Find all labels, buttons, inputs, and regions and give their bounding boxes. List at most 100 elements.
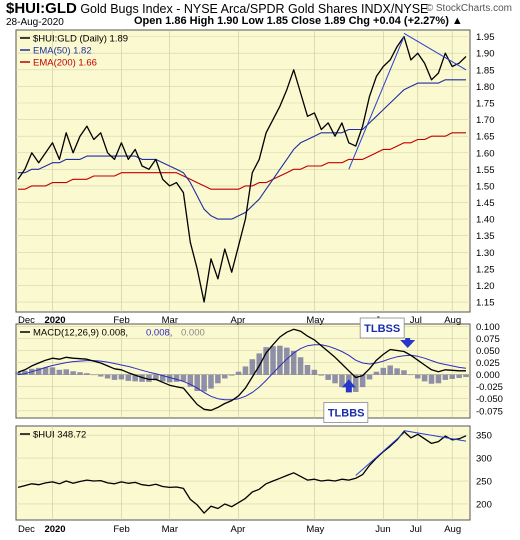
y-tick-label: 1.80 bbox=[476, 82, 495, 93]
histogram-bar bbox=[249, 359, 256, 375]
y-tick-label: 1.50 bbox=[476, 181, 495, 192]
y-tick-label: 1.70 bbox=[476, 115, 495, 126]
tlbss-arrow bbox=[400, 338, 416, 348]
histogram-bar bbox=[277, 345, 283, 375]
histogram-bar bbox=[380, 367, 387, 375]
x-tick-label: Jul bbox=[410, 315, 422, 326]
histogram-bar bbox=[456, 374, 462, 378]
histogram-bar bbox=[284, 347, 290, 375]
x-tick-label: Jul bbox=[410, 524, 422, 535]
x-tick-label: May bbox=[306, 315, 324, 326]
histogram-bar bbox=[290, 350, 297, 375]
histogram-bar bbox=[235, 371, 242, 375]
y-tick-label: 250 bbox=[476, 477, 492, 488]
histogram-bar bbox=[387, 365, 393, 375]
histogram-bar bbox=[153, 374, 159, 381]
histogram-bar bbox=[125, 374, 132, 381]
x-tick-label: Feb bbox=[113, 315, 129, 326]
histogram-bar bbox=[97, 374, 104, 377]
histogram-bar bbox=[463, 374, 469, 378]
support-trendline bbox=[348, 36, 405, 170]
price-line bbox=[17, 35, 467, 303]
histogram-bar bbox=[352, 374, 359, 392]
y-tick-label: 200 bbox=[476, 499, 492, 510]
histogram-bar bbox=[297, 357, 304, 375]
y-tick-label: 300 bbox=[476, 454, 492, 465]
x-tick-label: Aug bbox=[444, 524, 461, 535]
y-tick-label: 1.40 bbox=[476, 215, 495, 226]
chart-symbol: $HUI:GLD bbox=[6, 0, 77, 17]
tlbss-label: TLBSS bbox=[364, 323, 400, 335]
y-tick-label: 0.075 bbox=[476, 334, 500, 345]
histogram-bar bbox=[77, 372, 83, 375]
histogram-bar bbox=[173, 374, 180, 382]
histogram-bar bbox=[339, 374, 345, 388]
histogram-bar bbox=[401, 370, 407, 375]
x-tick-label: Mar bbox=[162, 524, 178, 535]
y-tick-label: 0.025 bbox=[476, 358, 500, 369]
x-tick-label: Jun bbox=[375, 524, 390, 535]
histogram-bar bbox=[263, 347, 269, 375]
histogram-bar bbox=[325, 374, 331, 380]
x-tick-label: Dec bbox=[18, 315, 35, 326]
tlbbs-box bbox=[323, 402, 369, 423]
macd-legend-label: MACD(12,26,9) 0.008, bbox=[33, 328, 128, 339]
histogram-bar bbox=[118, 374, 125, 380]
histogram-bar bbox=[42, 367, 49, 375]
y-tick-label: 1.95 bbox=[476, 32, 495, 43]
price-panel bbox=[15, 29, 471, 313]
x-tick-label: Apr bbox=[231, 524, 246, 535]
y-tick-label: 350 bbox=[476, 431, 492, 442]
hui-support-trendline bbox=[355, 432, 405, 476]
y-tick-label: 0.000 bbox=[476, 370, 500, 381]
histogram-bar bbox=[428, 374, 435, 384]
histogram-bar bbox=[63, 369, 70, 375]
histogram-bar bbox=[139, 374, 145, 382]
y-tick-label: -0.075 bbox=[476, 406, 503, 417]
y-tick-label: 1.85 bbox=[476, 65, 495, 76]
y-tick-label: 0.100 bbox=[476, 322, 500, 333]
y-tick-label: 1.45 bbox=[476, 198, 495, 209]
histogram-bar bbox=[111, 374, 118, 380]
y-tick-label: 0.050 bbox=[476, 346, 500, 357]
y-tick-label: 1.15 bbox=[476, 298, 495, 309]
histogram-bar bbox=[49, 367, 56, 375]
histogram-bar bbox=[394, 368, 400, 375]
histogram-bar bbox=[318, 374, 325, 376]
chart-description: Gold Bugs Index - NYSE Arca/SPDR Gold Sh… bbox=[80, 2, 429, 16]
histogram-bar bbox=[15, 372, 21, 375]
histogram-bar bbox=[449, 374, 455, 379]
x-tick-label: Feb bbox=[113, 524, 129, 535]
histogram-legend-label: 0.000 bbox=[181, 328, 205, 339]
histogram-bar bbox=[222, 374, 228, 379]
x-tick-label: Dec bbox=[18, 524, 35, 535]
ema50-line bbox=[18, 79, 466, 220]
histogram-bar bbox=[256, 353, 262, 375]
histogram-bar bbox=[22, 370, 28, 375]
y-tick-label: -0.025 bbox=[476, 382, 503, 393]
histogram-bar bbox=[194, 374, 200, 392]
histogram-bar bbox=[270, 346, 276, 375]
histogram-bar bbox=[35, 367, 42, 375]
legend-label: EMA(200) 1.66 bbox=[33, 58, 97, 69]
histogram-bar bbox=[159, 374, 166, 382]
hui-line bbox=[17, 430, 467, 514]
legend-label: EMA(50) 1.82 bbox=[33, 46, 92, 57]
resistance-trendline bbox=[403, 32, 467, 71]
histogram-bar bbox=[311, 369, 318, 375]
tlbbs-label: TLBBS bbox=[328, 408, 365, 420]
watermark: © StockCharts.com bbox=[425, 3, 512, 14]
histogram-bar bbox=[442, 374, 449, 380]
histogram-bar bbox=[187, 374, 194, 387]
histogram-bar bbox=[166, 374, 173, 383]
histogram-bar bbox=[421, 374, 428, 382]
y-tick-label: 1.60 bbox=[476, 148, 495, 159]
histogram-bar bbox=[304, 364, 311, 375]
tlbbs-arrow bbox=[341, 379, 356, 393]
y-tick-label: 1.25 bbox=[476, 264, 495, 275]
x-tick-label: Apr bbox=[231, 315, 246, 326]
ohlc-readout: Open 1.86 High 1.90 Low 1.85 Close 1.89 … bbox=[134, 15, 463, 27]
hui-legend-label: $HUI 348.72 bbox=[33, 430, 86, 441]
histogram-bar bbox=[435, 374, 442, 384]
